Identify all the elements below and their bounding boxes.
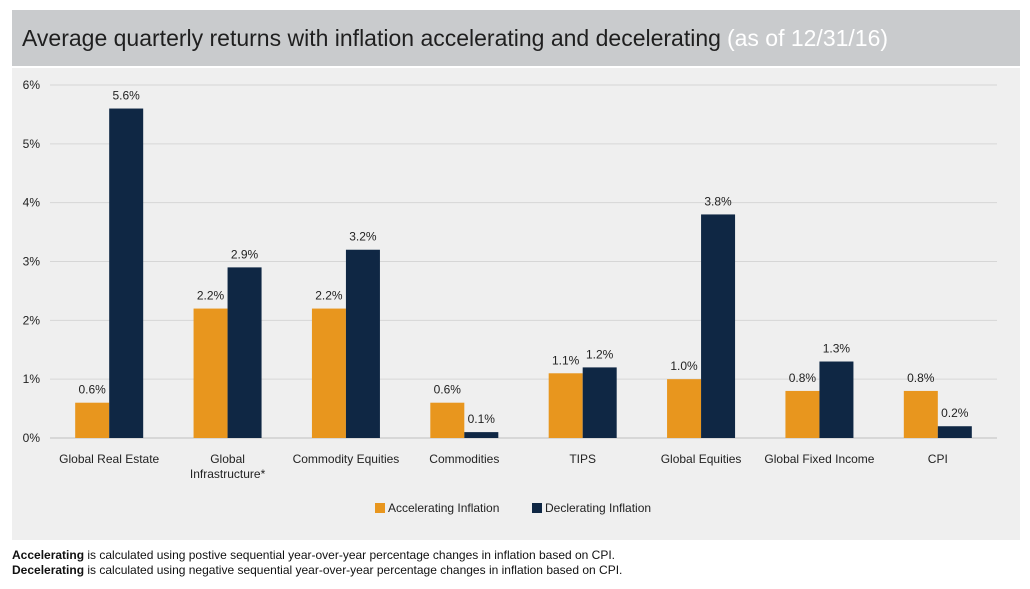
data-label: 1.1%: [552, 353, 580, 367]
bar-chart: 0% 1% 2% 3% 4% 5% 6% 0.6% 5.6% Global Real Estate…: [23, 78, 997, 515]
footnote-text: is calculated using postive sequential y…: [84, 548, 616, 562]
data-label: 0.1%: [468, 412, 496, 426]
bar-accelerating: [75, 402, 110, 438]
data-label: 2.2%: [197, 289, 225, 303]
bar-accelerating: [430, 402, 465, 438]
data-label: 0.6%: [434, 383, 462, 397]
bar-accelerating: [311, 308, 346, 438]
data-label: 3.8%: [704, 194, 732, 208]
bar-decelerating: [937, 426, 972, 438]
bar-decelerating: [819, 361, 854, 438]
chart-title: Average quarterly returns with inflation…: [22, 24, 721, 51]
data-label: 1.2%: [586, 347, 614, 361]
bar-decelerating: [227, 267, 262, 438]
x-tick-label: CPI: [928, 452, 948, 466]
bar-decelerating: [464, 432, 499, 438]
data-label: 0.2%: [941, 406, 969, 420]
bar-decelerating: [701, 214, 736, 438]
x-tick-label: Commodities: [429, 452, 499, 466]
legend-label: Declerating Inflation: [545, 501, 651, 515]
x-tick-label: Global Fixed Income: [764, 452, 874, 466]
legend-swatch: [375, 503, 385, 513]
x-tick-label: Global Real Estate: [59, 452, 159, 466]
legend-label: Accelerating Inflation: [388, 501, 499, 515]
x-tick-label: Infrastructure*: [190, 467, 266, 481]
y-tick-label: 6%: [23, 78, 41, 92]
bar-accelerating: [785, 390, 820, 438]
y-tick-label: 0%: [23, 431, 41, 445]
x-tick-label: TIPS: [569, 452, 596, 466]
data-label: 0.8%: [789, 371, 817, 385]
footnote-decelerating: Decelerating is calculated using negativ…: [12, 563, 1020, 578]
footnote-term: Decelerating: [12, 563, 85, 577]
x-tick-label: Commodity Equities: [293, 452, 400, 466]
legend-swatch: [532, 503, 542, 513]
footnote-accelerating: Accelerating is calculated using postive…: [12, 548, 1020, 563]
data-label: 5.6%: [113, 89, 141, 103]
bar-decelerating: [582, 367, 617, 438]
data-label: 0.8%: [907, 371, 935, 385]
y-tick-label: 4%: [23, 196, 41, 210]
bar-accelerating: [193, 308, 228, 438]
bar-decelerating: [345, 249, 380, 438]
chart-subtitle: (as of 12/31/16): [726, 24, 889, 51]
bar-decelerating: [109, 108, 144, 439]
data-label: 2.2%: [315, 289, 343, 303]
y-tick-label: 3%: [23, 255, 41, 269]
bar-accelerating: [667, 379, 702, 438]
y-tick-label: 1%: [23, 372, 41, 386]
y-tick-label: 5%: [23, 137, 41, 151]
y-tick-label: 2%: [23, 313, 41, 327]
footnote-text: is calculated using negative sequential …: [84, 563, 623, 577]
chart-header: Average quarterly returns with inflation…: [12, 10, 1020, 66]
x-tick-label: Global: [210, 452, 245, 466]
footnote-term: Accelerating: [12, 548, 85, 562]
bar-accelerating: [903, 390, 938, 438]
data-label: 3.2%: [349, 230, 377, 244]
chart-panel: 0% 1% 2% 3% 4% 5% 6% 0.6% 5.6% Global Real Estate…: [12, 68, 1020, 540]
data-label: 2.9%: [231, 247, 259, 261]
data-label: 1.3%: [823, 342, 851, 356]
bar-accelerating: [548, 373, 583, 438]
x-tick-label: Global Equities: [661, 452, 742, 466]
footnotes: Accelerating is calculated using postive…: [12, 548, 1020, 578]
data-label: 1.0%: [670, 359, 698, 373]
data-label: 0.6%: [79, 383, 107, 397]
